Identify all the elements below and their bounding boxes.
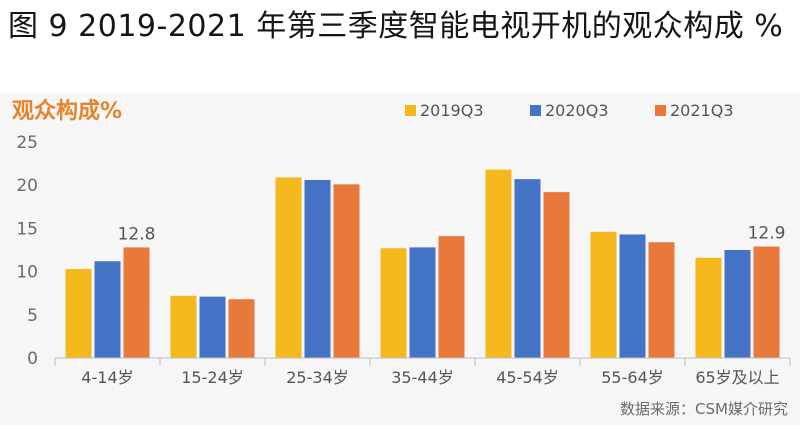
y-axis: 0 5 10 15 20 25 [16,133,38,369]
data-label: 12.8 [118,224,156,244]
bar-2021q3 [648,242,675,358]
bar-2020q3 [619,234,646,358]
y-tick-label: 5 [27,306,38,326]
legend-swatch-2019q3 [405,105,416,116]
bars [65,169,780,358]
legend-swatch-2020q3 [530,105,541,116]
x-tick-label: 15-24岁 [181,368,244,387]
legend-swatch-2021q3 [655,105,666,116]
legend-label-2020q3: 2020Q3 [545,101,609,120]
bar-2020q3 [409,247,436,358]
bar-2019q3 [590,231,617,358]
x-tick-label: 35-44岁 [391,368,454,387]
bar-2020q3 [199,296,226,358]
y-tick-label: 10 [16,263,38,283]
x-axis: 4-14岁 15-24岁 25-34岁 35-44岁 45-54岁 55-64岁 65岁及以… [54,357,791,387]
y-tick-label: 25 [16,133,38,153]
x-tick-label: 25-34岁 [286,368,349,387]
bar-2019q3 [275,177,302,358]
x-tick-label: 45-54岁 [496,368,559,387]
source-note: 数据来源：CSM媒介研究 [620,400,788,418]
bar-2021q3 [123,247,150,358]
x-tick-label: 4-14岁 [81,368,133,387]
bar-2019q3 [380,248,407,358]
bar-2019q3 [485,169,512,358]
data-labels: 12.8 12.9 [118,224,786,245]
bar-2021q3 [753,246,780,358]
y-tick-label: 0 [27,349,38,369]
y-tick-label: 15 [16,219,38,239]
figure-title: 图 9 2019-2021 年第三季度智能电视开机的观众构成 % [8,9,784,44]
chart-heading: 观众构成% [12,98,122,124]
x-tick-label: 65岁及以上 [695,368,779,387]
bar-2021q3 [438,236,465,358]
bar-2020q3 [94,261,121,358]
y-tick-label: 20 [16,176,38,196]
bar-2021q3 [333,184,360,358]
bar-2020q3 [724,250,751,358]
legend-label-2021q3: 2021Q3 [670,101,734,120]
data-label: 12.9 [748,224,786,244]
x-tick-label: 55-64岁 [601,368,664,387]
bar-2020q3 [304,180,331,358]
bar-2019q3 [695,257,722,358]
chart-panel: 观众构成% 2019Q3 2020Q3 2021Q3 0 5 10 15 20 25 4-14… [0,93,800,425]
legend-label-2019q3: 2019Q3 [420,101,484,120]
bar-chart: 观众构成% 2019Q3 2020Q3 2021Q3 0 5 10 15 20 25 4-14… [12,98,791,418]
bar-2019q3 [170,295,197,358]
bar-2021q3 [543,192,570,358]
legend: 2019Q3 2020Q3 2021Q3 [405,101,734,120]
bar-2020q3 [514,179,541,358]
bar-2021q3 [228,299,255,358]
bar-2019q3 [65,269,92,358]
